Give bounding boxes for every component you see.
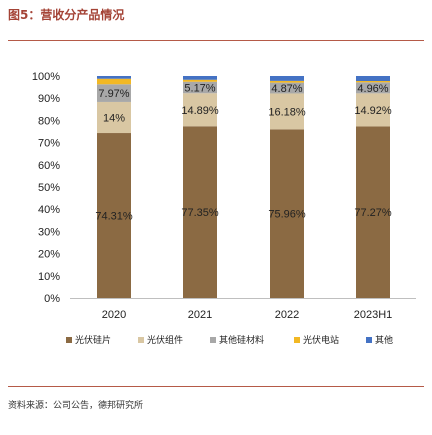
bar-segment	[183, 93, 217, 127]
x-tick-label: 2022	[275, 309, 299, 321]
bar-segment	[97, 78, 131, 85]
x-tick-label: 2023H1	[354, 309, 393, 321]
figure-title: 图5：营收分产品情况	[8, 8, 125, 22]
data-label: 14.92%	[354, 105, 392, 117]
bar-segment	[97, 101, 131, 134]
legend-label: 其他	[375, 334, 393, 346]
y-tick-label: 0%	[44, 293, 60, 305]
legend: 光伏硅片 光伏组件 其他硅材料 光伏电站 其他	[66, 334, 393, 346]
legend-item: 光伏组件	[138, 334, 183, 346]
y-tick-label: 40%	[38, 204, 60, 216]
bar-segment	[356, 82, 390, 94]
y-tick-label: 10%	[38, 271, 60, 283]
source-note: 资料来源：公司公告，德邦研究所	[8, 401, 144, 411]
bar-segment	[183, 81, 217, 94]
legend-label: 其他硅材料	[219, 334, 264, 346]
bar-segment	[183, 79, 217, 82]
legend-swatch	[138, 337, 144, 343]
bar-segment	[270, 82, 304, 94]
bar-segment	[270, 129, 304, 298]
bar-segment	[97, 76, 131, 79]
legend-label: 光伏组件	[147, 334, 183, 346]
data-label: 77.35%	[181, 207, 219, 219]
data-label: 4.96%	[357, 83, 388, 95]
bar-segment	[183, 126, 217, 299]
title-rule	[8, 40, 424, 41]
legend-label: 光伏硅片	[75, 334, 111, 346]
legend-item: 其他硅材料	[210, 334, 264, 346]
bar-segment	[97, 84, 131, 102]
bar-segment	[356, 80, 390, 83]
y-tick-label: 60%	[38, 160, 60, 172]
y-tick-label: 90%	[38, 93, 60, 105]
data-label: 4.87%	[271, 83, 302, 95]
legend-swatch	[66, 337, 72, 343]
y-tick-label: 20%	[38, 249, 60, 261]
y-tick-label: 30%	[38, 226, 60, 238]
legend-item: 其他	[366, 334, 393, 346]
y-tick-label: 100%	[32, 71, 60, 83]
data-label: 77.27%	[354, 207, 392, 219]
bar-segment	[270, 76, 304, 81]
bar-segment	[356, 76, 390, 81]
bar-segment	[356, 126, 390, 298]
y-tick-label: 70%	[38, 138, 60, 150]
bar-segment	[356, 93, 390, 127]
bar-segment	[270, 80, 304, 83]
x-tick-label: 2021	[188, 309, 212, 321]
y-tick-label: 80%	[38, 115, 60, 127]
bar-segment	[97, 133, 131, 298]
bars-layer	[97, 76, 390, 299]
data-label: 14%	[103, 112, 125, 124]
data-label: 7.97%	[98, 88, 129, 100]
data-label: 74.31%	[95, 211, 133, 223]
y-tick-label: 50%	[38, 182, 60, 194]
source-rule	[8, 386, 424, 387]
data-label: 5.17%	[184, 82, 215, 94]
data-label: 16.18%	[268, 106, 306, 118]
x-axis: 2020 2021 2022 2023H1	[70, 298, 416, 321]
bar-segment	[183, 76, 217, 80]
legend-swatch	[294, 337, 300, 343]
legend-swatch	[366, 337, 372, 343]
legend-item: 光伏电站	[294, 334, 339, 346]
data-label: 14.89%	[181, 105, 219, 117]
legend-item: 光伏硅片	[66, 334, 111, 346]
y-axis: 0% 10% 20% 30% 40% 50% 60% 70% 80% 90% 100%	[32, 71, 60, 305]
x-tick-label: 2020	[102, 309, 126, 321]
data-label: 75.96%	[268, 209, 306, 221]
bar-segment	[270, 93, 304, 130]
legend-swatch	[210, 337, 216, 343]
data-labels-layer: 74.31% 14% 7.97% 77.35% 14.89% 5.17% 75.96% 16.…	[95, 82, 392, 222]
legend-label: 光伏电站	[303, 334, 339, 346]
